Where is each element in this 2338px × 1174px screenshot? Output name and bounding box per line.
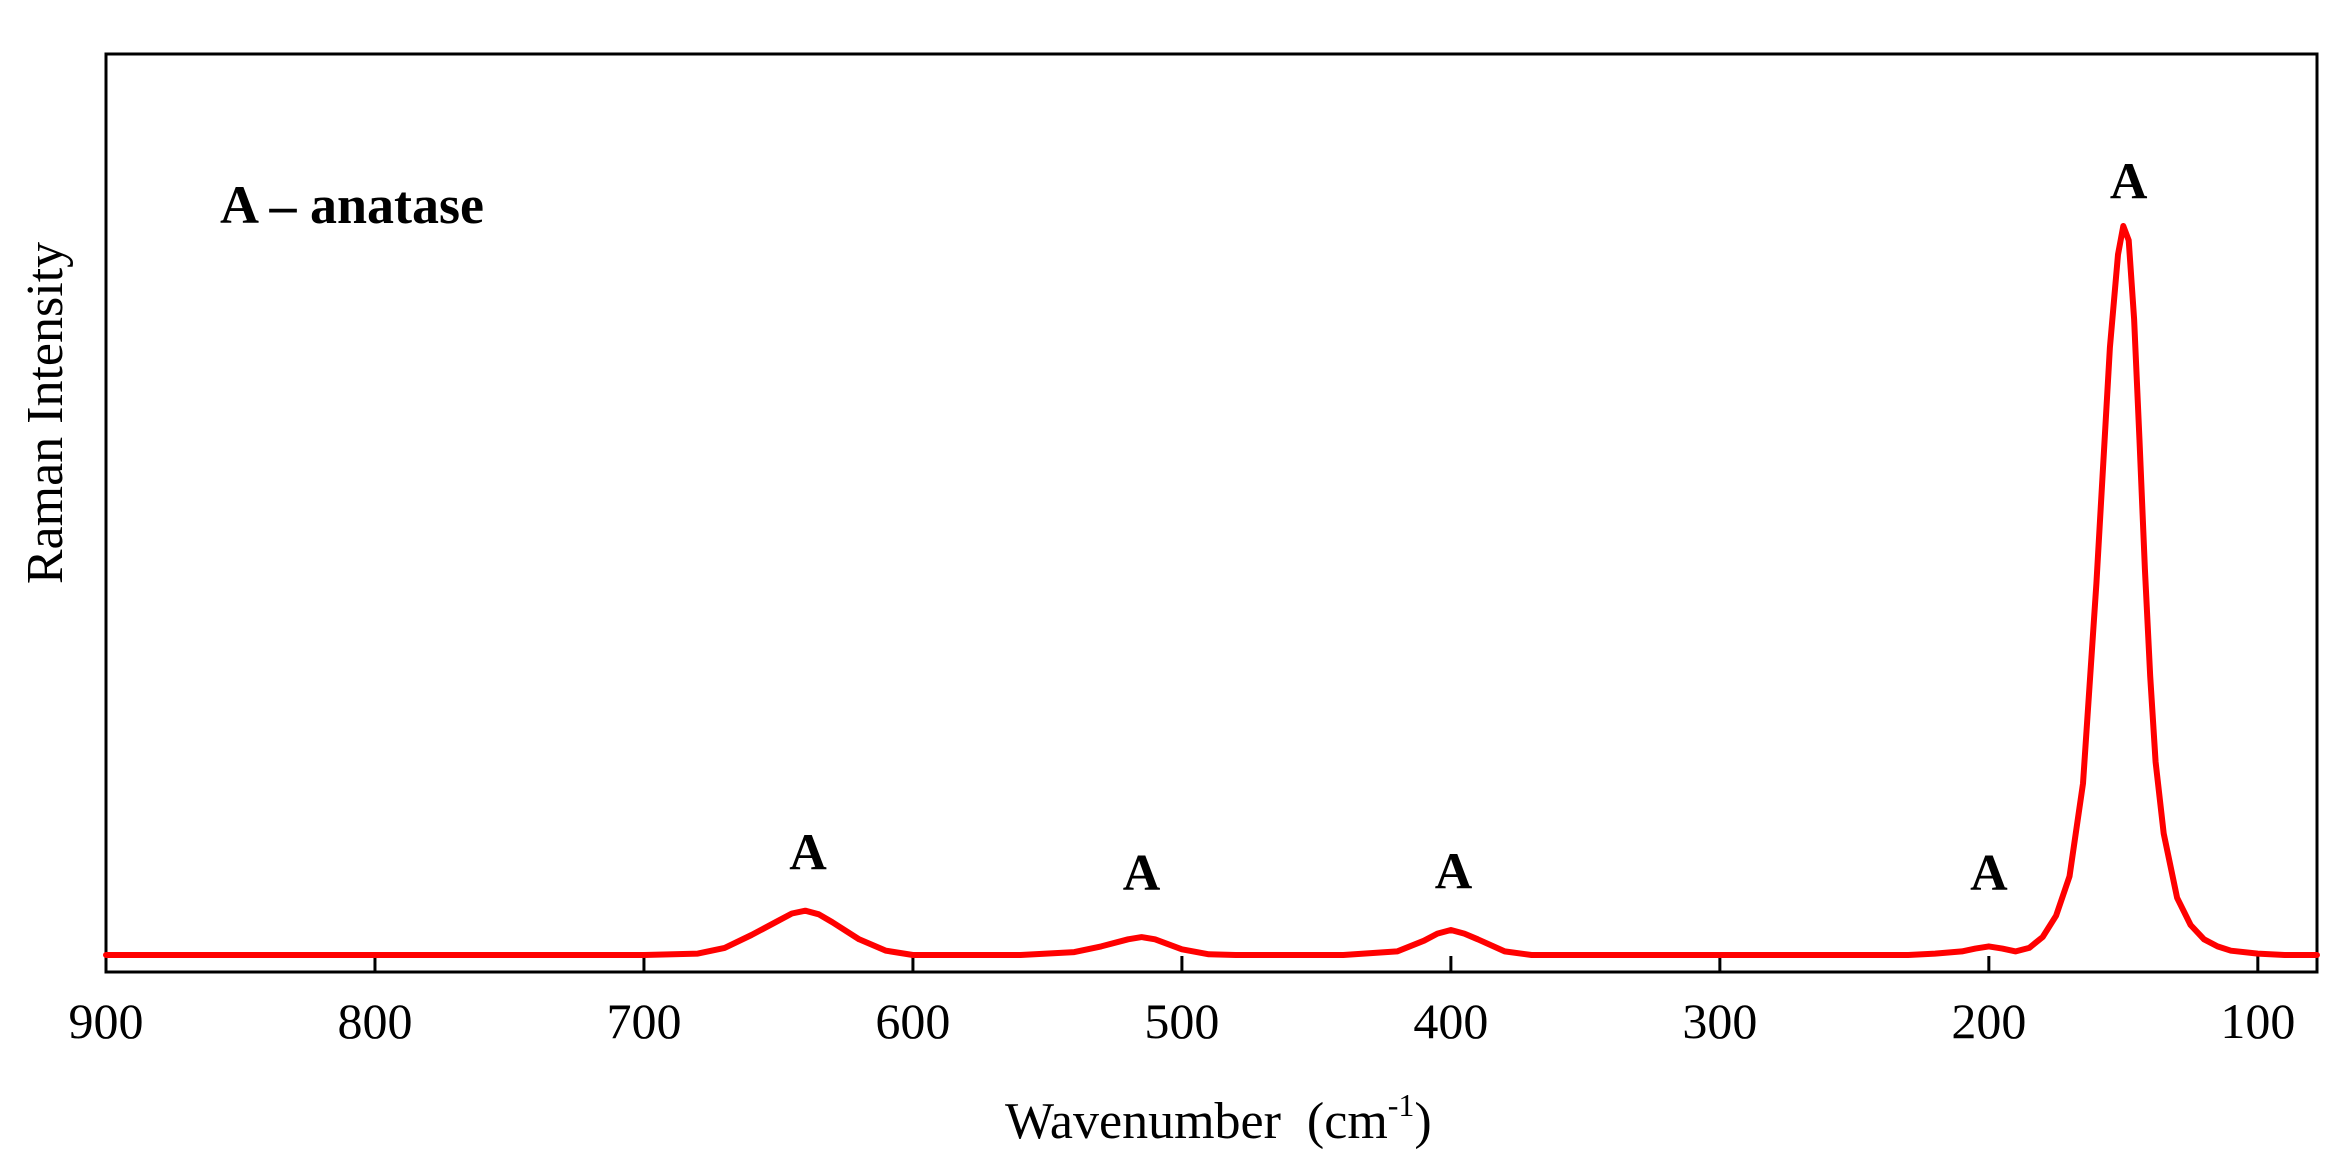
annotation-anatase: A – anatase — [220, 175, 484, 235]
peak-labels: A A A A A — [789, 153, 2148, 902]
x-tick-label: 900 — [69, 993, 144, 1049]
peak-label: A — [1970, 845, 2008, 902]
x-tick-label: 500 — [1144, 993, 1219, 1049]
peak-label: A — [2110, 153, 2148, 210]
x-axis-title-superscript: -1 — [1388, 1087, 1415, 1123]
x-axis-ticks — [104, 956, 2260, 972]
spectrum-line — [103, 223, 2320, 958]
peak-label: A — [1435, 844, 1473, 901]
x-tick-label: 400 — [1413, 993, 1488, 1049]
x-tick-label: 600 — [875, 993, 950, 1049]
x-axis-tick-labels: 900 800 700 600 500 400 300 200 100 — [69, 993, 2296, 1049]
plot-frame — [104, 52, 2319, 974]
x-tick-label: 300 — [1682, 993, 1757, 1049]
peak-label: A — [789, 824, 827, 881]
peak-label: A — [1123, 845, 1161, 902]
x-axis-title: Wavenumber (cm-1) — [1005, 1087, 1432, 1150]
x-tick-label: 100 — [2220, 993, 2295, 1049]
x-tick-label: 800 — [337, 993, 412, 1049]
x-axis-title-close: ) — [1414, 1093, 1431, 1150]
x-tick-label: 700 — [606, 993, 681, 1049]
y-axis-title: Raman Intensity — [17, 242, 74, 584]
x-tick-label: 200 — [1951, 993, 2026, 1049]
x-axis-title-main: Wavenumber (cm — [1005, 1093, 1388, 1150]
